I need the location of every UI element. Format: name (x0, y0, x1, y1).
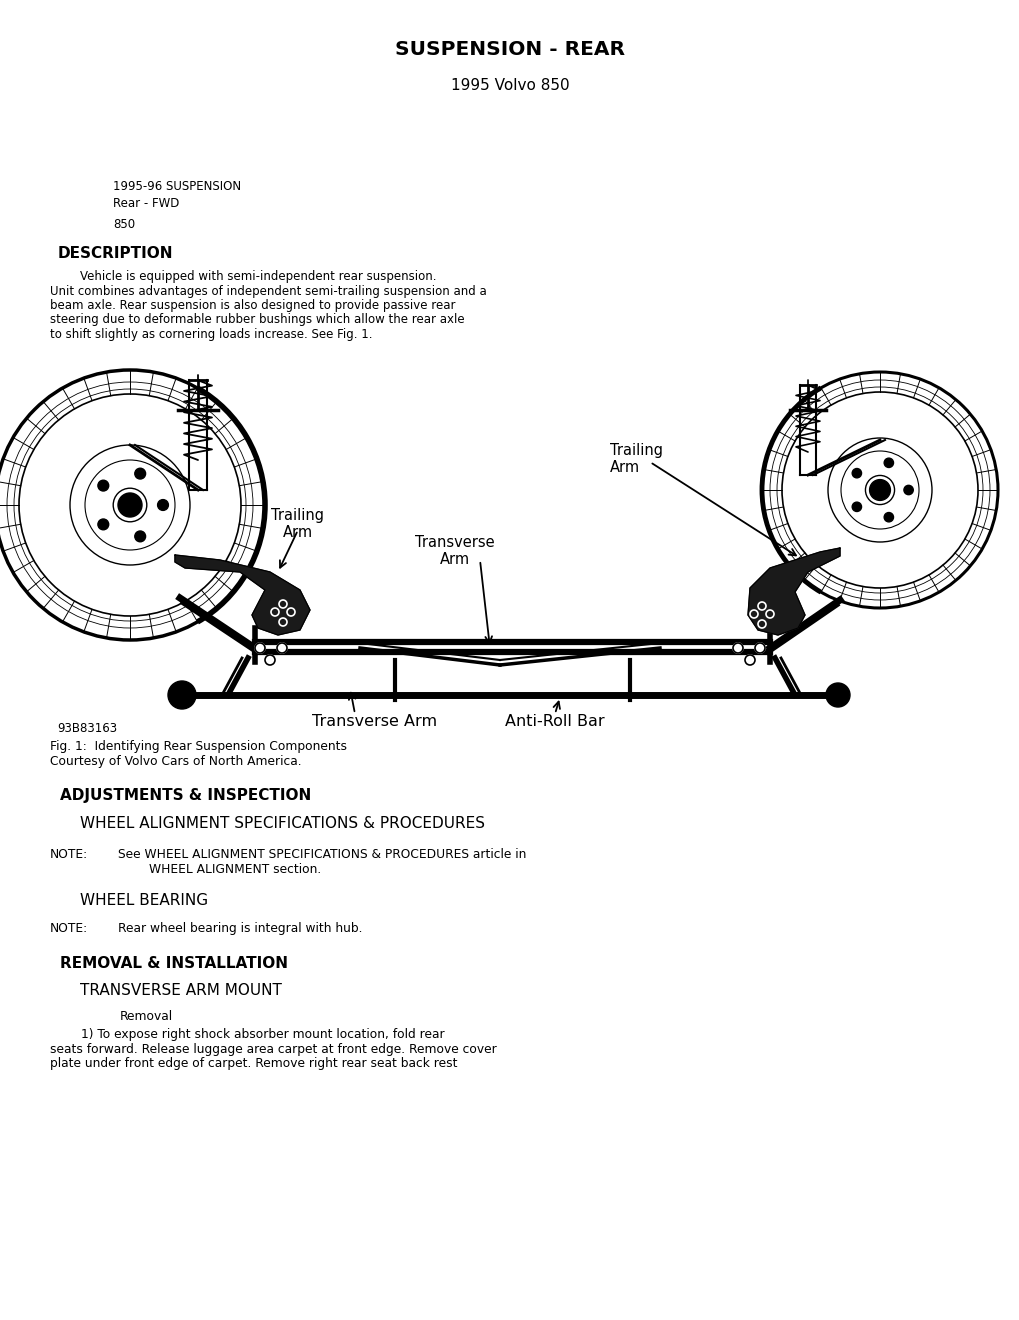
Text: WHEEL ALIGNMENT section.: WHEEL ALIGNMENT section. (118, 863, 321, 876)
Text: NOTE:: NOTE: (50, 921, 88, 935)
Text: SUSPENSION - REAR: SUSPENSION - REAR (394, 40, 625, 59)
Circle shape (903, 486, 912, 495)
Text: Rear wheel bearing is integral with hub.: Rear wheel bearing is integral with hub. (118, 921, 362, 935)
Circle shape (158, 499, 168, 511)
Circle shape (118, 492, 142, 517)
Text: 93B83163: 93B83163 (57, 722, 117, 735)
Text: 1) To expose right shock absorber mount location, fold rear: 1) To expose right shock absorber mount … (50, 1028, 444, 1041)
Circle shape (135, 531, 146, 541)
Text: Removal: Removal (120, 1010, 173, 1023)
Text: 850: 850 (113, 218, 135, 231)
Text: Trailing
Arm: Trailing Arm (609, 444, 662, 475)
Text: seats forward. Release luggage area carpet at front edge. Remove cover: seats forward. Release luggage area carp… (50, 1043, 496, 1056)
Circle shape (733, 643, 742, 653)
Circle shape (754, 643, 764, 653)
Circle shape (883, 458, 893, 467)
Text: REMOVAL & INSTALLATION: REMOVAL & INSTALLATION (60, 956, 287, 972)
Text: Transverse Arm: Transverse Arm (312, 714, 437, 730)
Circle shape (135, 469, 146, 479)
Text: WHEEL BEARING: WHEEL BEARING (79, 894, 208, 908)
Circle shape (255, 643, 265, 653)
Circle shape (825, 682, 849, 708)
Text: Unit combines advantages of independent semi-trailing suspension and a: Unit combines advantages of independent … (50, 285, 486, 297)
Circle shape (168, 681, 196, 709)
Circle shape (265, 655, 275, 665)
Circle shape (98, 480, 109, 491)
Text: DESCRIPTION: DESCRIPTION (58, 246, 173, 261)
Text: to shift slightly as cornering loads increase. See Fig. 1.: to shift slightly as cornering loads inc… (50, 327, 372, 341)
Text: Rear - FWD: Rear - FWD (113, 197, 179, 210)
Text: Anti-Roll Bar: Anti-Roll Bar (504, 714, 604, 730)
Circle shape (851, 502, 861, 511)
Circle shape (883, 512, 893, 521)
Circle shape (851, 469, 861, 478)
Circle shape (744, 655, 754, 665)
Text: Courtesy of Volvo Cars of North America.: Courtesy of Volvo Cars of North America. (50, 755, 302, 768)
Text: 1995 Volvo 850: 1995 Volvo 850 (450, 78, 569, 92)
Circle shape (98, 519, 109, 529)
Text: TRANSVERSE ARM MOUNT: TRANSVERSE ARM MOUNT (79, 983, 281, 998)
Text: Fig. 1:  Identifying Rear Suspension Components: Fig. 1: Identifying Rear Suspension Comp… (50, 741, 346, 752)
Polygon shape (747, 548, 840, 635)
Text: ADJUSTMENTS & INSPECTION: ADJUSTMENTS & INSPECTION (60, 788, 311, 803)
Text: plate under front edge of carpet. Remove right rear seat back rest: plate under front edge of carpet. Remove… (50, 1057, 458, 1071)
Text: steering due to deformable rubber bushings which allow the rear axle: steering due to deformable rubber bushin… (50, 314, 465, 326)
Circle shape (869, 479, 890, 500)
Text: 1995-96 SUSPENSION: 1995-96 SUSPENSION (113, 180, 240, 193)
Text: Transverse
Arm: Transverse Arm (415, 535, 494, 568)
Text: Vehicle is equipped with semi-independent rear suspension.: Vehicle is equipped with semi-independen… (50, 271, 436, 282)
Text: See WHEEL ALIGNMENT SPECIFICATIONS & PROCEDURES article in: See WHEEL ALIGNMENT SPECIFICATIONS & PRO… (118, 847, 526, 861)
Text: NOTE:: NOTE: (50, 847, 88, 861)
Circle shape (277, 643, 286, 653)
Text: WHEEL ALIGNMENT SPECIFICATIONS & PROCEDURES: WHEEL ALIGNMENT SPECIFICATIONS & PROCEDU… (79, 816, 484, 832)
Text: Trailing
Arm: Trailing Arm (271, 508, 324, 540)
Text: beam axle. Rear suspension is also designed to provide passive rear: beam axle. Rear suspension is also desig… (50, 300, 455, 312)
Polygon shape (175, 554, 310, 635)
